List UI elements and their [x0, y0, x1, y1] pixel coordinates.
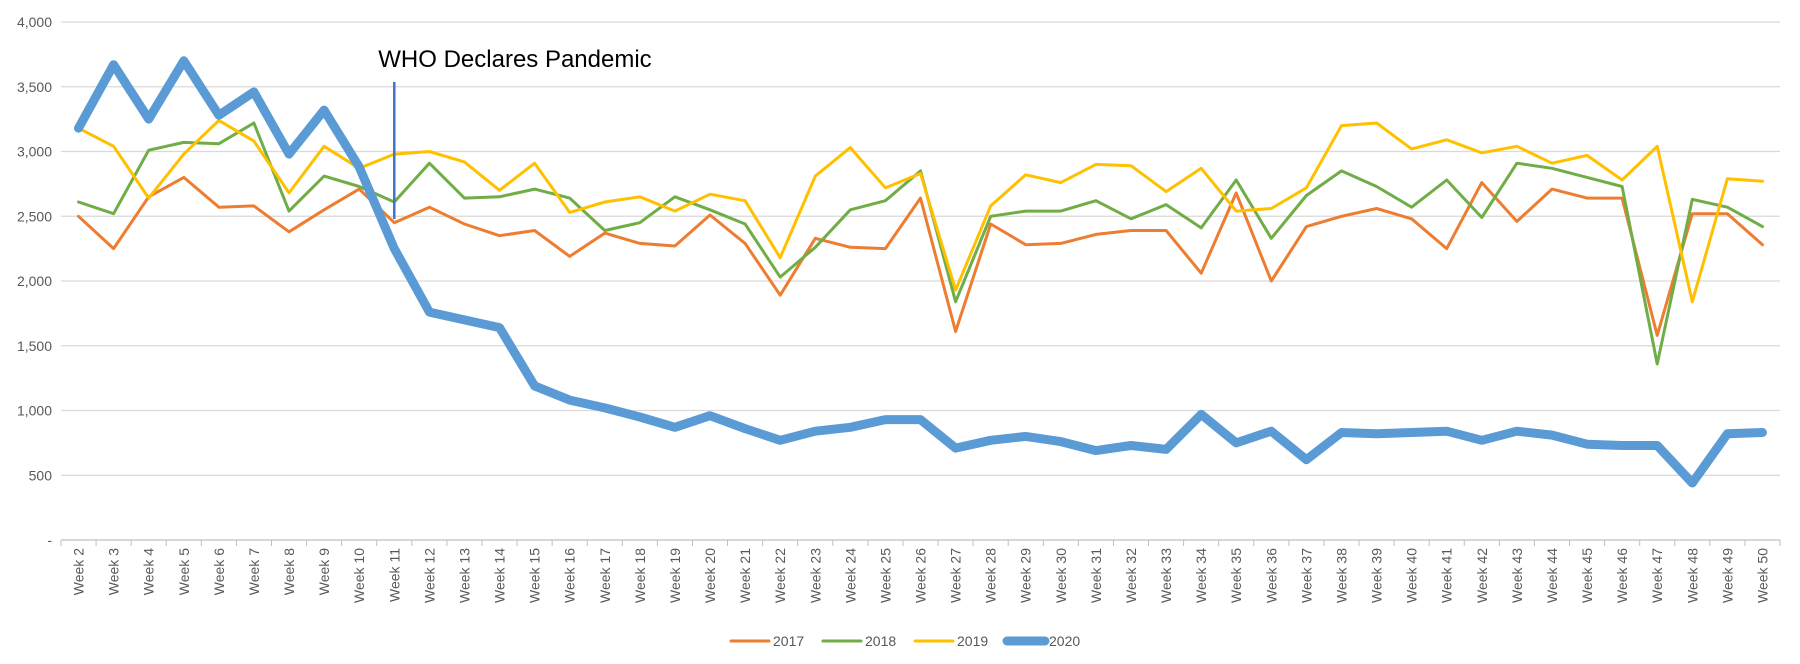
legend-label-2019: 2019 — [957, 633, 988, 649]
x-tick-label: Week 28 — [983, 548, 999, 603]
x-tick-label: Week 10 — [351, 548, 367, 603]
x-tick-label: Week 44 — [1544, 548, 1560, 603]
x-tick-label: Week 23 — [807, 548, 823, 603]
gridlines — [61, 21, 1780, 476]
x-tick-label: Week 25 — [877, 548, 893, 603]
x-tick-label: Week 36 — [1263, 548, 1279, 603]
x-tick-label: Week 46 — [1614, 548, 1630, 603]
x-tick-label: Week 43 — [1509, 548, 1525, 603]
annotation-label: WHO Declares Pandemic — [378, 46, 651, 73]
x-tick-label: Week 49 — [1719, 548, 1735, 603]
x-tick-label: Week 14 — [492, 548, 508, 603]
series-line-2018 — [77, 121, 1764, 366]
x-tick-label: Week 19 — [667, 548, 683, 603]
x-tick-label: Week 47 — [1649, 548, 1665, 603]
x-tick-label: Week 50 — [1754, 548, 1770, 603]
y-tick-label: 3,500 — [17, 79, 52, 95]
x-tick-label: Week 5 — [176, 548, 192, 595]
x-tick-label: Week 16 — [562, 548, 578, 603]
y-tick-label: 2,000 — [17, 273, 52, 289]
x-tick-label: Week 33 — [1158, 548, 1174, 603]
x-tick-label: Week 41 — [1439, 548, 1455, 603]
x-tick-label: Week 30 — [1053, 548, 1069, 603]
x-tick-label: Week 48 — [1684, 548, 1700, 603]
x-tick-label: Week 32 — [1123, 548, 1139, 603]
y-tick-label: 3,000 — [17, 144, 52, 160]
x-tick-label: Week 22 — [772, 548, 788, 603]
series-line-2017 — [77, 175, 1764, 337]
y-tick-label: 2,500 — [17, 208, 52, 224]
x-tick-label: Week 4 — [141, 548, 157, 595]
x-tick-label: Week 6 — [211, 548, 227, 595]
legend-label-2017: 2017 — [773, 633, 804, 649]
x-tick-label: Week 34 — [1193, 548, 1209, 603]
y-tick-label: - — [47, 532, 52, 548]
x-tick-label: Week 11 — [386, 548, 402, 602]
series-line-2020 — [74, 56, 1767, 488]
y-tick-label: 1,000 — [17, 403, 52, 419]
x-tick-label: Week 35 — [1228, 548, 1244, 603]
y-tick-label: 500 — [29, 467, 53, 483]
x-tick-label: Week 37 — [1298, 548, 1314, 603]
x-tick-label: Week 26 — [913, 548, 929, 603]
x-tick-label: Week 27 — [948, 548, 964, 603]
x-tick-label: Week 31 — [1088, 548, 1104, 603]
x-tick-label: Week 8 — [281, 548, 297, 595]
x-tick-label: Week 12 — [421, 548, 437, 603]
annotation: WHO Declares Pandemic — [378, 46, 652, 219]
series-lines — [74, 56, 1767, 488]
x-tick-label: Week 40 — [1404, 548, 1420, 603]
x-tick-label: Week 13 — [456, 548, 472, 603]
x-tick-label: Week 38 — [1333, 548, 1349, 603]
x-tick-label: Week 21 — [737, 548, 753, 603]
x-tick-label: Week 7 — [246, 548, 262, 595]
x-tick-label: Week 15 — [527, 548, 543, 603]
legend-label-2020: 2020 — [1049, 633, 1080, 649]
x-tick-label: Week 18 — [632, 548, 648, 603]
x-tick-label: Week 29 — [1018, 548, 1034, 603]
y-tick-label: 1,500 — [17, 338, 52, 354]
series-line-2019 — [77, 118, 1764, 304]
x-axis: Week 2 Week 3 Week 4 Week 5 Week 6 Week 7 Week… — [60, 539, 1781, 603]
legend-label-2018: 2018 — [865, 633, 896, 649]
x-tick-label: Week 17 — [597, 548, 613, 603]
x-tick-label: Week 2 — [71, 548, 87, 595]
y-tick-label: 4,000 — [17, 14, 52, 30]
y-axis: - 500 1,000 1,500 2,000 2,500 3,000 3,500 4,000 — [17, 14, 52, 548]
x-tick-label: Week 42 — [1474, 548, 1490, 603]
x-tick-label: Week 39 — [1369, 548, 1385, 603]
x-tick-label: Week 24 — [842, 548, 858, 603]
legend: 2017 2018 2019 2020 — [729, 633, 1080, 649]
x-tick-label: Week 20 — [702, 548, 718, 603]
x-tick-label: Week 3 — [106, 548, 122, 595]
x-tick-label: Week 45 — [1579, 548, 1595, 603]
x-tick-label: Week 9 — [316, 548, 332, 595]
